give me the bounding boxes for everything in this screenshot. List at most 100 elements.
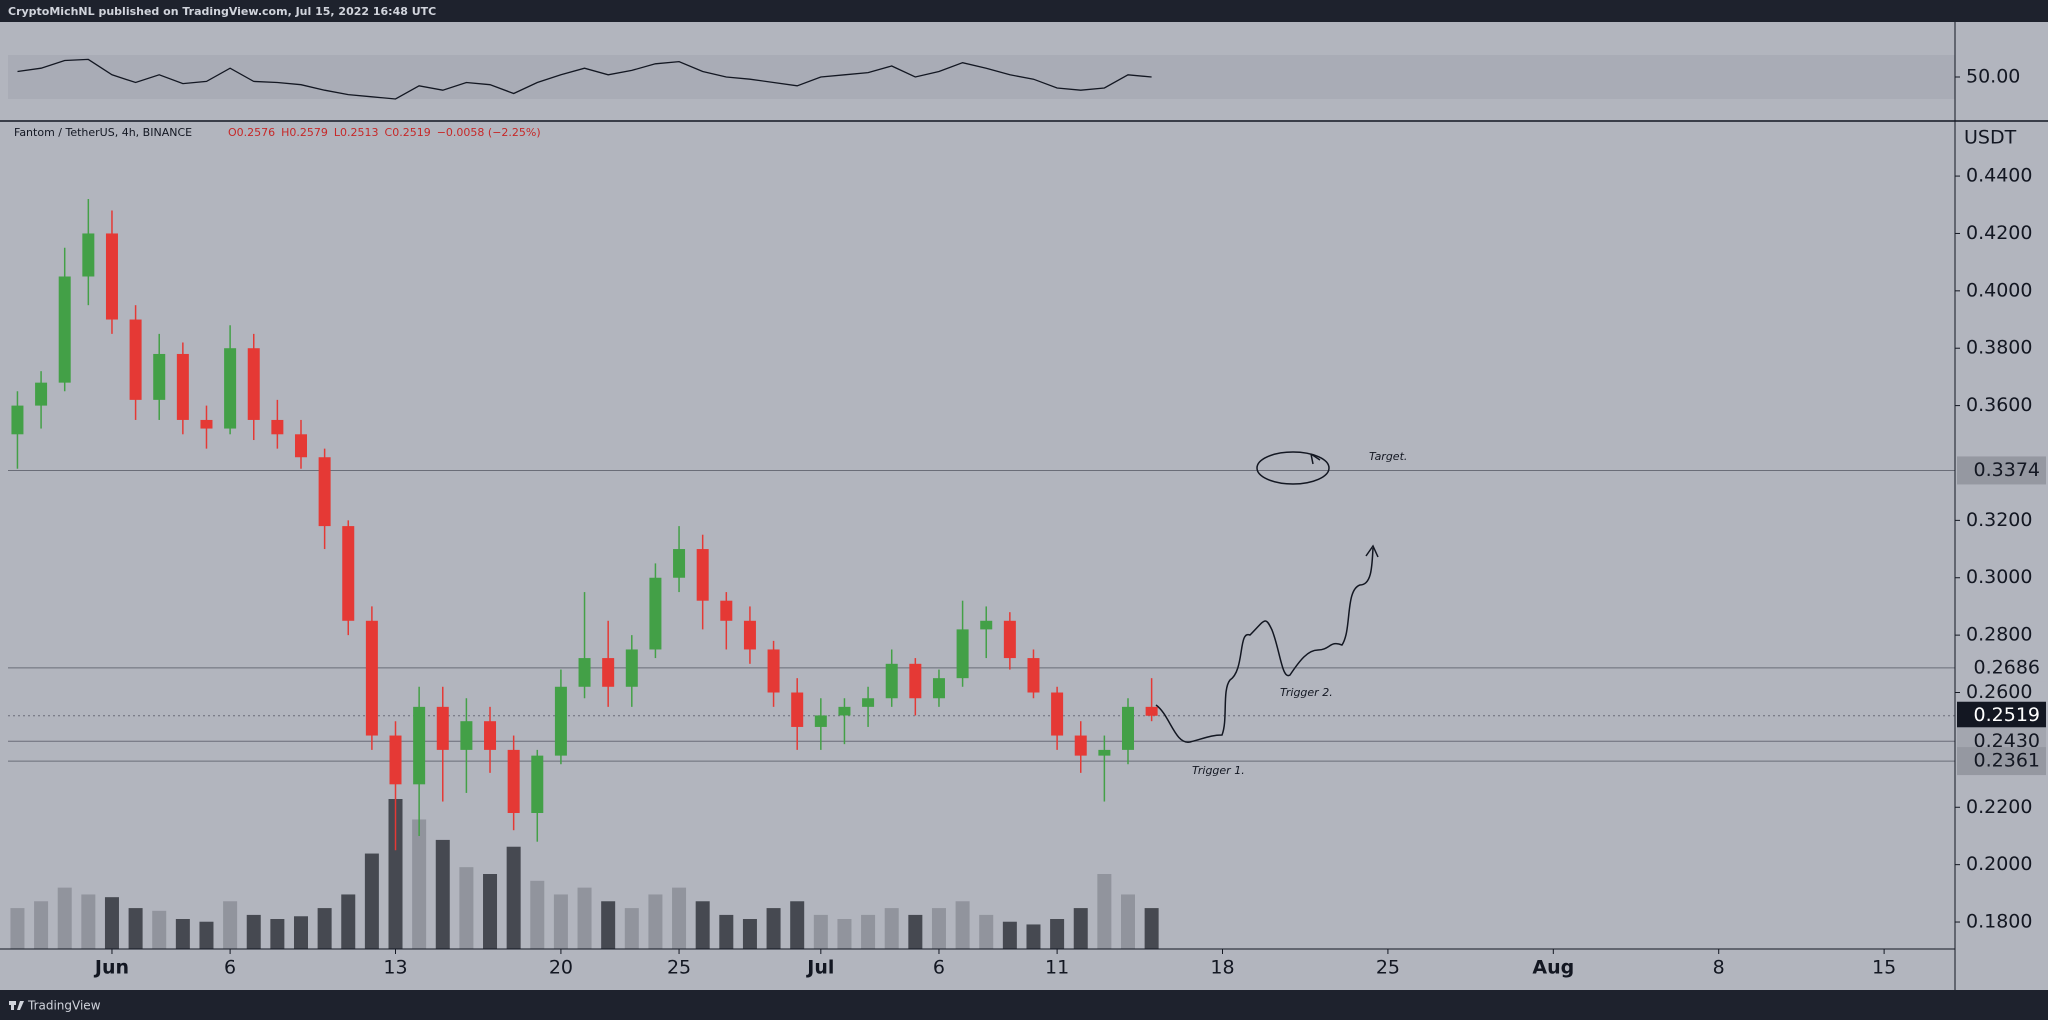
- volume-bar: [293, 916, 308, 949]
- candle-body: [484, 721, 497, 750]
- price-label-box: [1957, 456, 2046, 485]
- candle-body: [956, 629, 969, 679]
- y-tick-label: 0.4400: [1966, 165, 2032, 187]
- chart-background: [0, 22, 2048, 990]
- annotation-target: Target.: [1369, 450, 1407, 463]
- price-label-box: [1957, 653, 2046, 682]
- price-label: 0.2430: [1974, 730, 2040, 752]
- volume-bar: [1097, 874, 1112, 949]
- x-tick-label: 18: [1210, 957, 1234, 979]
- candle-body: [1145, 706, 1158, 716]
- volume-bar: [34, 901, 49, 949]
- x-tick-label: 8: [1713, 957, 1725, 979]
- footer-brand: TradingView: [27, 999, 101, 1013]
- candle-body: [578, 658, 591, 687]
- candle-body: [932, 678, 945, 699]
- x-tick-label: 25: [667, 957, 691, 979]
- price-label-box: [1957, 701, 2046, 730]
- price-label: 0.2519: [1974, 704, 2040, 726]
- candle-body: [153, 353, 166, 400]
- candle-body: [1074, 735, 1087, 756]
- volume-bar: [695, 901, 710, 949]
- candle-body: [271, 419, 284, 435]
- volume-bar: [1073, 908, 1088, 949]
- y-tick-label: 0.3000: [1966, 566, 2032, 588]
- volume-bar: [175, 919, 190, 949]
- volume-bar: [341, 894, 356, 949]
- candle-body: [554, 686, 567, 756]
- candle-body: [413, 706, 426, 785]
- volume-bar: [483, 874, 498, 949]
- candle-body: [673, 549, 686, 578]
- candle-body: [625, 649, 638, 687]
- candle-body: [602, 658, 615, 687]
- volume-bar: [57, 887, 72, 949]
- target-circle: [1256, 451, 1330, 485]
- volume-bar: [931, 908, 946, 949]
- candle-body: [531, 755, 544, 814]
- volume-bar: [837, 919, 852, 949]
- volume-bar: [1002, 921, 1017, 949]
- price-label: 0.2686: [1974, 656, 2040, 678]
- volume-bar: [955, 901, 970, 949]
- candle-body: [129, 319, 142, 400]
- projection-drawing: [1155, 547, 1374, 743]
- volume-bar: [364, 853, 379, 949]
- x-tick-label: 6: [224, 957, 236, 979]
- candle-body: [342, 526, 355, 621]
- volume-bar: [506, 846, 521, 949]
- volume-bar: [672, 887, 687, 949]
- volume-bar: [553, 894, 568, 949]
- candle-body: [1098, 749, 1111, 756]
- volume-bar: [1120, 894, 1135, 949]
- y-tick-label: 0.1800: [1966, 911, 2032, 933]
- y-tick-label: 0.4000: [1966, 279, 2032, 301]
- rsi-band: [8, 55, 1955, 99]
- volume-bar: [128, 908, 143, 949]
- candle-body: [82, 233, 95, 277]
- x-tick-label: 25: [1376, 957, 1400, 979]
- candle-body: [649, 577, 662, 650]
- volume-bar: [317, 908, 332, 949]
- candle-body: [436, 706, 449, 750]
- volume-bar: [648, 894, 663, 949]
- x-tick-label: Jul: [805, 957, 834, 979]
- price-unit: USDT: [1964, 127, 2017, 149]
- volume-bar: [766, 908, 781, 949]
- plot-layer: 0.1800 0.2000 0.2200 0.2600 0.2800 0.3000 0.32…: [8, 55, 2046, 979]
- x-tick-label: 11: [1045, 957, 1069, 979]
- volume-bar: [530, 880, 545, 949]
- candle-body: [838, 706, 851, 716]
- volume-bar: [742, 919, 757, 949]
- volume-bar: [388, 799, 403, 949]
- candle-body: [507, 749, 520, 814]
- volume-bar: [223, 901, 238, 949]
- legend-value: −0.0058 (−2.25%): [437, 126, 541, 139]
- candle-body: [318, 457, 331, 527]
- candle-body: [909, 663, 922, 699]
- volume-bar: [246, 914, 261, 949]
- price-label-box: [1957, 747, 2046, 776]
- legend-values: O0.2576 H0.2579 L0.2513 C0.2519 −0.0058 (−2.…: [228, 126, 541, 139]
- candle-body: [58, 276, 71, 383]
- rsi-line: [17, 58, 1152, 100]
- y-tick-label: 0.3600: [1966, 394, 2032, 416]
- candle-body: [11, 405, 24, 435]
- candle-body: [862, 698, 875, 707]
- volume-bar: [719, 914, 734, 949]
- candle-body: [885, 663, 898, 699]
- candle-body: [200, 419, 213, 429]
- annotation-trigger-2: Trigger 2.: [1280, 686, 1333, 699]
- candle-body: [1051, 692, 1064, 736]
- footer-logo: [9, 1001, 24, 1010]
- candle-body: [767, 649, 780, 693]
- candle-body: [814, 715, 827, 727]
- y-tick-label: 0.2800: [1966, 624, 2032, 646]
- rsi-tick-label: 50.00: [1966, 66, 2020, 88]
- y-tick-label: 0.2200: [1966, 796, 2032, 818]
- legend-value: H0.2579: [281, 126, 328, 139]
- volume-bar: [790, 901, 805, 949]
- volume-bar: [624, 908, 639, 949]
- volume-bar: [81, 894, 96, 949]
- y-tick-label: 0.3800: [1966, 337, 2032, 359]
